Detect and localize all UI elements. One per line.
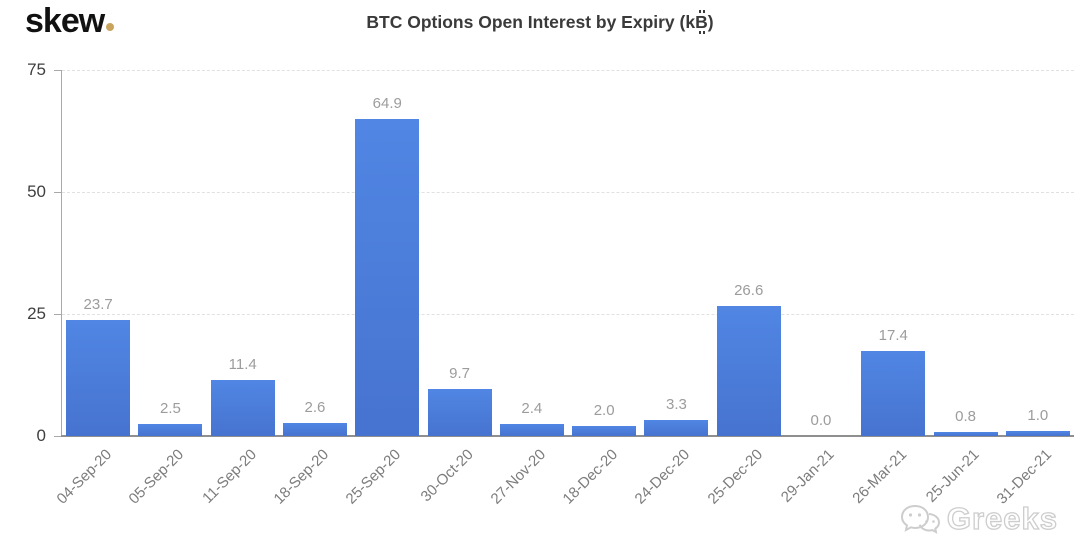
x-axis-label: 05-Sep-20 <box>125 446 188 508</box>
bar-05-Sep-20[interactable] <box>138 423 203 436</box>
bar-value-label: 2.4 <box>521 400 543 418</box>
y-axis-tick <box>54 70 61 71</box>
chart-title-prefix: BTC Options Open Interest by Expiry (k <box>366 12 696 32</box>
bar-value-label: 9.7 <box>449 364 470 382</box>
bar-slot: 2.5 05-Sep-20 <box>126 70 206 508</box>
x-axis-label: 04-Sep-20 <box>53 446 116 508</box>
bar-value-label: 17.4 <box>878 327 908 345</box>
bar-value-label: 0.8 <box>955 408 976 426</box>
watermark: Greeks <box>899 500 1058 538</box>
bar-value-label: 26.6 <box>734 282 764 300</box>
bar-31-Dec-21[interactable] <box>1005 431 1070 436</box>
bar-value-label: 11.4 <box>228 356 257 374</box>
bar-25-Jun-21[interactable] <box>933 432 998 436</box>
y-axis-tick-label: 50 <box>27 182 46 201</box>
x-axis-line <box>61 435 1074 437</box>
chart-title: BTC Options Open Interest by Expiry (kB) <box>0 10 1080 34</box>
skew-logo-text: skew <box>25 2 105 40</box>
x-axis-label: 24-Dec-20 <box>631 446 694 508</box>
bar-18-Dec-20[interactable] <box>572 426 637 436</box>
bar-25-Dec-20[interactable] <box>716 306 781 436</box>
bar-value-label: 23.7 <box>83 296 113 314</box>
bar-11-Sep-20[interactable] <box>210 380 275 436</box>
bar-slot: 0.8 25-Jun-21 <box>923 70 1001 506</box>
bar-30-Oct-20[interactable] <box>427 388 492 436</box>
bar-slot: 1.0 31-Dec-21 <box>993 70 1074 508</box>
gridline <box>62 314 1074 315</box>
bar-18-Sep-20[interactable] <box>282 423 347 436</box>
bar-slot: 64.9 25-Sep-20 <box>343 70 423 508</box>
plot-area: 0 25 50 75 23.7 04-Sep-20 2.5 05-Sep-20 11.4 11-S… <box>27 60 1074 508</box>
bar-slot: 3.3 24-Dec-20 <box>632 70 712 508</box>
gridline <box>62 192 1074 193</box>
bar-value-label: 64.9 <box>372 95 402 113</box>
y-axis-line <box>61 70 62 436</box>
y-axis-tick <box>54 436 61 437</box>
bar-slot: 0.0 29-Jan-21 <box>778 70 857 506</box>
y-axis-tick <box>54 314 61 315</box>
bar-value-label: 2.6 <box>304 399 326 417</box>
bar-slot: 23.7 04-Sep-20 <box>54 70 134 508</box>
bar-value-label: 3.3 <box>665 395 687 413</box>
x-axis-label: 18-Dec-20 <box>559 446 622 508</box>
bar-slot: 17.4 26-Mar-21 <box>849 70 929 507</box>
bar-26-Mar-21[interactable] <box>861 351 926 436</box>
skew-logo: skew <box>25 2 115 41</box>
y-axis-tick-label: 25 <box>27 304 46 323</box>
bar-slot: 2.0 18-Dec-20 <box>560 70 640 508</box>
bar-value-label: 1.0 <box>1027 407 1049 425</box>
x-axis-label: 25-Jun-21 <box>922 446 983 506</box>
bar-slot: 2.6 18-Sep-20 <box>270 70 351 508</box>
bar-25-Sep-20[interactable] <box>355 119 420 436</box>
gridline <box>62 70 1074 71</box>
bar-slot: 11.4 11-Sep-20 <box>199 70 279 507</box>
x-axis-label: 27-Nov-20 <box>487 446 549 508</box>
x-axis-label: 31-Dec-21 <box>993 446 1055 508</box>
bar-slot: 2.4 27-Nov-20 <box>487 70 568 508</box>
x-axis-label: 29-Jan-21 <box>778 446 839 506</box>
bar-04-Sep-20[interactable] <box>66 320 131 436</box>
bar-value-label: 0.0 <box>810 412 832 429</box>
watermark-text: Greeks <box>946 500 1058 536</box>
chart-title-suffix: ) <box>707 12 714 32</box>
bitcoin-symbol: B <box>695 10 708 34</box>
bar-24-Dec-20[interactable] <box>644 419 709 436</box>
bar-slot: 9.7 30-Oct-20 <box>417 70 495 505</box>
bar-value-label: 2.0 <box>593 402 615 420</box>
x-axis-label: 30-Oct-20 <box>417 446 477 506</box>
x-axis-label: 25-Sep-20 <box>342 446 405 508</box>
y-axis-tick-label: 75 <box>27 60 46 79</box>
bar-value-label: 2.5 <box>159 399 181 417</box>
y-axis-tick-label: 0 <box>36 426 46 445</box>
x-axis-label: 18-Sep-20 <box>270 446 333 508</box>
y-axis-tick <box>54 192 61 193</box>
x-axis-label: 11-Sep-20 <box>198 446 260 507</box>
bar-slot: 26.6 25-Dec-20 <box>704 70 785 508</box>
x-axis-label: 25-Dec-20 <box>704 446 766 508</box>
skew-logo-dot <box>106 23 115 31</box>
bar-27-Nov-20[interactable] <box>499 424 564 436</box>
x-axis-label: 26-Mar-21 <box>849 446 911 507</box>
